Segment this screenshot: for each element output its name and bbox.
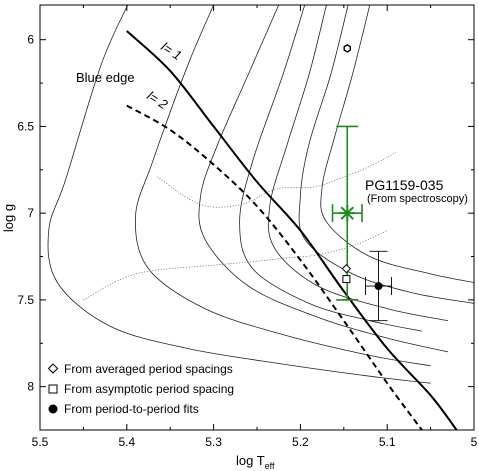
y-tick-label: 7 [27, 206, 34, 220]
evolutionary-track-4 [239, 5, 422, 332]
x-tick-label: 5.3 [205, 435, 222, 449]
x-tick-label: 5.2 [292, 435, 309, 449]
legend-marker-square [48, 384, 58, 394]
error-bars [331, 125, 392, 322]
blue-edge-label: Blue edge [76, 70, 135, 85]
target-note-label: (From spectroscopy) [367, 193, 468, 205]
marker-asymptotic-period-spacing [342, 275, 351, 284]
legend: From averaged period spacings From asymp… [47, 362, 234, 416]
y-tick-label: 6.5 [17, 119, 34, 133]
evolutionary-track-6 [298, 5, 474, 304]
y-tick-label: 6 [27, 33, 34, 47]
l2-edge-label: l= 2 [144, 88, 171, 113]
marker-period-to-period-fit [374, 282, 383, 291]
legend-label-fits: From period-to-period fits [64, 402, 199, 416]
legend-marker-circle [48, 404, 58, 414]
x-axis-label-sub: eff [265, 461, 275, 471]
y-tick-label: 7.5 [17, 293, 34, 307]
marker-averaged-period-spacing [341, 263, 352, 274]
evolutionary-track-1 [47, 5, 431, 384]
dotted-isochrone-1 [157, 152, 397, 208]
legend-label-asymptotic: From asymptotic period spacing [64, 382, 234, 396]
target-name-label: PG1159-035 [365, 177, 444, 193]
x-tick-label: 5 [471, 435, 478, 449]
axes: 5.5 5.4 5.3 5.2 5.1 5 6 6.5 7 7.5 8 [17, 5, 478, 449]
evolutionary-track-2 [134, 5, 431, 367]
x-axis-label: log Teff [236, 453, 275, 471]
legend-label-averaged: From averaged period spacings [64, 362, 233, 376]
legend-marker-diamond [47, 363, 59, 374]
data-markers [339, 44, 383, 291]
dotted-isochrone-2 [83, 230, 388, 301]
plot-curves [47, 5, 474, 430]
blue-edge-l1-line [126, 30, 458, 430]
x-tick-label: 5.5 [32, 435, 49, 449]
evolutionary-track-7 [320, 5, 474, 283]
x-axis-label-main: log T [236, 453, 265, 468]
x-tick-label: 5.4 [118, 435, 135, 449]
marker-isolated-hexagon [343, 44, 351, 53]
evolutionary-track-3 [198, 5, 449, 353]
l1-edge-label: l= 1 [158, 39, 184, 63]
y-tick-label: 8 [27, 380, 34, 394]
y-axis-label: log g [1, 204, 16, 232]
x-tick-label: 5.1 [379, 435, 396, 449]
